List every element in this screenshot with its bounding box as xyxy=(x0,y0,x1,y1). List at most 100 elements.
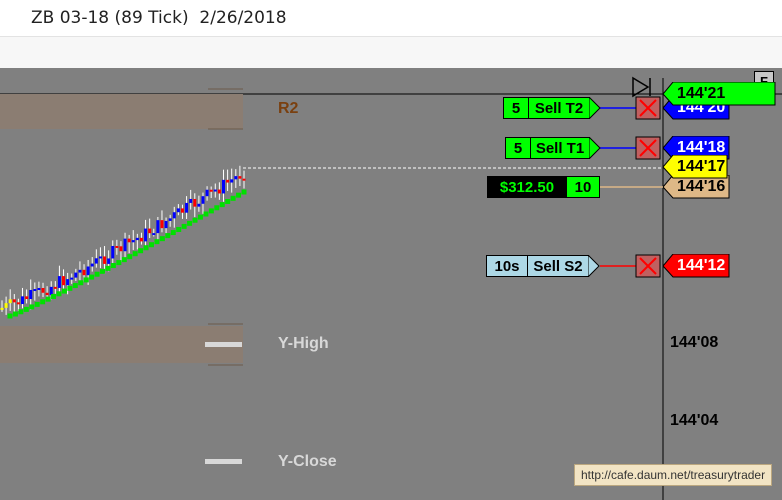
candle-body xyxy=(57,276,61,288)
candle-body xyxy=(152,233,156,236)
position-qty[interactable]: 10 xyxy=(566,176,600,198)
moving-average-dot xyxy=(67,285,73,291)
candle-body xyxy=(205,189,209,197)
candle-body xyxy=(29,289,33,300)
candle-body xyxy=(37,288,41,291)
window-title: ZB 03-18 (89 Tick) 2/26/2018 xyxy=(31,8,287,28)
moving-average-dot xyxy=(89,274,95,280)
order-arrow-sell-s2 xyxy=(588,255,600,277)
moving-average-dot xyxy=(176,226,182,232)
y-close-marker xyxy=(205,459,242,464)
moving-average-dot xyxy=(72,283,78,289)
candle-body xyxy=(33,289,37,292)
moving-average-dot xyxy=(94,271,100,277)
candle-body xyxy=(176,208,180,213)
order-qty-sell-t2[interactable]: 5 xyxy=(503,97,529,119)
moving-average-dot xyxy=(83,277,89,283)
price-tag-ask-shape xyxy=(663,82,776,106)
candle-body xyxy=(107,258,111,264)
moving-average-dot xyxy=(219,202,225,208)
toolbar xyxy=(0,37,782,69)
candle-body xyxy=(160,220,164,229)
cancel-sell-s2-button[interactable] xyxy=(635,254,661,278)
candle-body xyxy=(238,176,242,179)
moving-average-dot xyxy=(34,301,40,307)
moving-average-dot xyxy=(127,254,133,260)
moving-average-dot xyxy=(18,309,24,315)
moving-average-dot xyxy=(7,313,13,319)
chart-canvas[interactable] xyxy=(0,68,782,500)
candle-body xyxy=(70,277,74,280)
candle-body xyxy=(41,288,45,293)
y-high-marker xyxy=(205,342,242,347)
order-qty-sell-t1[interactable]: 5 xyxy=(505,137,531,159)
candle-body xyxy=(213,189,217,192)
skip-forward-icon[interactable] xyxy=(632,76,651,98)
candle-body xyxy=(185,202,189,213)
candle-body xyxy=(139,237,143,242)
order-label-sell-t1[interactable]: Sell T1 xyxy=(530,137,590,159)
moving-average-dot xyxy=(143,245,149,251)
candle-body xyxy=(189,198,193,203)
candle-body xyxy=(45,292,49,296)
candle-body xyxy=(234,176,238,180)
candle-body xyxy=(90,263,94,267)
moving-average-dot xyxy=(110,263,116,269)
candle-body xyxy=(49,286,53,296)
price-tag-sell-t1: 144'18 xyxy=(677,139,726,156)
y-close-label: Y-Close xyxy=(278,453,337,470)
moving-average-dot xyxy=(132,251,138,257)
moving-average-dot xyxy=(214,205,220,211)
price-tag-last: 144'17 xyxy=(677,158,726,175)
candle-body xyxy=(62,276,66,286)
chart-panel[interactable]: F R2 Y-High Y-Close 5 Sell T2 5 Sell T1 … xyxy=(0,68,782,500)
cancel-sell-t2-button[interactable] xyxy=(635,96,661,120)
candle-body xyxy=(221,179,225,194)
axis-price-label: 144'04 xyxy=(670,412,719,429)
title-bar: ZB 03-18 (89 Tick) 2/26/2018 xyxy=(0,0,782,37)
candle-body xyxy=(98,256,102,259)
candle-body xyxy=(172,212,176,219)
order-label-sell-s2[interactable]: Sell S2 xyxy=(527,255,589,277)
moving-average-dot xyxy=(138,248,144,254)
moving-average-dot xyxy=(116,260,122,266)
candle-body xyxy=(0,307,4,310)
candle-body xyxy=(103,256,107,264)
moving-average-dot xyxy=(100,268,106,274)
candle-body xyxy=(164,220,168,229)
candle-body xyxy=(168,218,172,221)
moving-average-dot xyxy=(78,280,84,286)
candle-body xyxy=(111,245,115,259)
order-label-sell-t2[interactable]: Sell T2 xyxy=(528,97,590,119)
moving-average-dot xyxy=(23,306,29,312)
y-high-zone xyxy=(0,326,243,363)
order-qty-sell-s2[interactable]: 10s xyxy=(486,255,528,277)
moving-average-dot xyxy=(241,189,247,195)
moving-average-dot xyxy=(203,211,209,217)
candle-body xyxy=(25,296,29,300)
r2-zone xyxy=(0,94,243,129)
price-tag-position: 144'16 xyxy=(677,178,726,195)
candle-body xyxy=(230,179,234,183)
moving-average-dot xyxy=(230,195,236,201)
moving-average-dot xyxy=(29,304,35,310)
watermark-link[interactable]: http://cafe.daum.net/treasurytrader xyxy=(574,464,773,486)
moving-average-dot xyxy=(105,265,111,271)
candle-body xyxy=(127,238,131,243)
price-tag-position-shape xyxy=(663,175,730,199)
cancel-sell-t1-button[interactable] xyxy=(635,136,661,160)
candle-body xyxy=(226,179,230,183)
candle-body xyxy=(217,189,221,194)
price-tag-ask: 144'21 xyxy=(677,85,726,102)
moving-average-dot xyxy=(121,257,127,263)
candle-body xyxy=(197,203,201,207)
price-tag-last-shape xyxy=(663,155,728,179)
candle-body xyxy=(74,272,78,278)
chart-background xyxy=(0,68,782,500)
candle-body xyxy=(8,299,12,304)
candle-body xyxy=(78,269,82,273)
candle-body xyxy=(82,269,86,276)
axis-price-label: 144'08 xyxy=(670,334,719,351)
candle-body xyxy=(119,246,123,252)
order-arrow-sell-t1 xyxy=(589,137,601,159)
